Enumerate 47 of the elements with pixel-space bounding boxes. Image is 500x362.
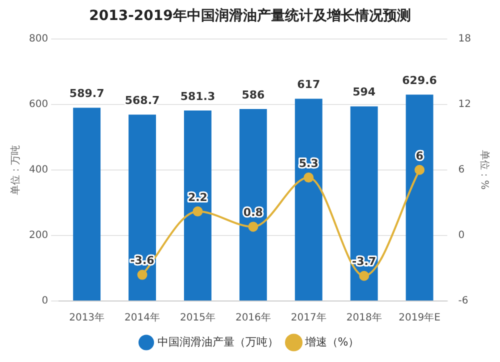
bar bbox=[239, 108, 267, 300]
data-label: 629.6 bbox=[402, 74, 438, 88]
data-label: -3.7 bbox=[352, 255, 376, 268]
data-label: 568.7 bbox=[124, 94, 160, 107]
data-label: 586 bbox=[242, 88, 266, 102]
y-axis-title: 单位：万吨 bbox=[10, 144, 22, 195]
x-tick-label: 2017年 bbox=[290, 312, 326, 324]
bar bbox=[128, 114, 156, 300]
x-tick-label: 2018年 bbox=[346, 312, 382, 324]
y2-tick-label: 18 bbox=[458, 33, 472, 44]
y-tick-label: 0 bbox=[42, 296, 48, 307]
data-label: 594 bbox=[352, 86, 376, 99]
bar bbox=[350, 106, 378, 300]
data-label: 2.2 bbox=[188, 190, 208, 204]
point bbox=[248, 222, 258, 232]
chart-title: 2013-2019年中国润滑油产量统计及增长情况预测 bbox=[89, 7, 411, 24]
x-tick-label: 2016年 bbox=[235, 312, 271, 324]
y-tick-label: 400 bbox=[28, 164, 48, 176]
y2-tick-label: 12 bbox=[458, 98, 472, 110]
y2-tick-label: 0 bbox=[458, 230, 465, 242]
y2-tick-label: -6 bbox=[458, 296, 468, 307]
point bbox=[137, 270, 148, 280]
data-label: 589.7 bbox=[69, 87, 104, 100]
bar bbox=[294, 98, 322, 300]
data-label: 6 bbox=[416, 149, 424, 162]
x-tick-label: 2019年E bbox=[398, 312, 440, 324]
y2-axis-title: 单位：% bbox=[478, 150, 490, 190]
legend-label: 增速（%） bbox=[304, 335, 360, 348]
point bbox=[414, 164, 425, 175]
data-label: 581.3 bbox=[180, 90, 216, 103]
data-label: 5.3 bbox=[298, 156, 318, 170]
point bbox=[192, 206, 203, 216]
data-label: 0.8 bbox=[243, 206, 263, 220]
x-tick-label: 2014年 bbox=[124, 312, 160, 324]
data-label: 617 bbox=[297, 78, 320, 92]
x-tick-label: 2013年 bbox=[69, 312, 105, 324]
y2-tick-label: 6 bbox=[458, 164, 465, 176]
x-tick-label: 2015年 bbox=[180, 312, 216, 324]
bar bbox=[184, 110, 212, 300]
y-tick-label: 800 bbox=[28, 33, 48, 44]
point bbox=[359, 270, 370, 281]
point bbox=[304, 172, 314, 183]
bar bbox=[73, 108, 101, 300]
legend-label: 中国润滑油产量（万吨） bbox=[157, 335, 278, 348]
y-tick-label: 200 bbox=[28, 230, 48, 242]
bar bbox=[406, 94, 434, 300]
y-tick-label: 600 bbox=[28, 98, 48, 110]
